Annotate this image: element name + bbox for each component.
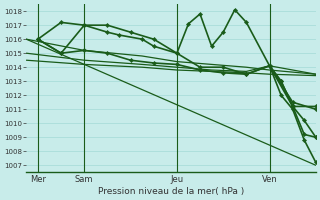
X-axis label: Pression niveau de la mer( hPa ): Pression niveau de la mer( hPa ) (98, 187, 244, 196)
